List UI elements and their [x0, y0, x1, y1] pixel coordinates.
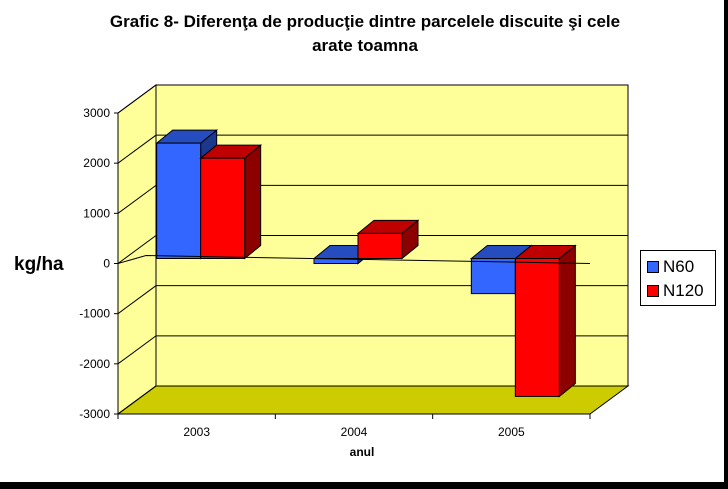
bar-n120-2005 — [514, 258, 560, 397]
y-tick-label: 0 — [103, 257, 110, 271]
y-tick-label: 2000 — [83, 156, 110, 170]
bar-side — [558, 244, 576, 398]
legend: N60 N120 — [640, 250, 716, 306]
bar-n120-2003 — [200, 157, 246, 260]
gridline — [117, 335, 628, 365]
gridline — [117, 184, 628, 214]
gridline — [117, 134, 628, 164]
legend-swatch-n120 — [647, 285, 659, 297]
gridline — [117, 235, 628, 264]
bar-side — [244, 144, 262, 260]
gridline — [117, 385, 628, 415]
legend-swatch-n60 — [647, 261, 659, 273]
bar-n60-2003 — [156, 142, 202, 259]
y-tick-label: 3000 — [83, 106, 110, 120]
bar-n60-2005 — [470, 258, 516, 295]
chart-title: Grafic 8- Diferenţa de producţie dintre … — [60, 10, 670, 58]
y-tick-label: -1000 — [79, 307, 110, 321]
x-tick-label: 2004 — [341, 425, 368, 439]
gridline — [117, 285, 628, 315]
x-axis-label: anul — [349, 445, 375, 459]
y-axis-label: kg/ha — [14, 254, 64, 275]
bar-n120-2004 — [357, 232, 403, 260]
y-tick-label: -2000 — [79, 357, 110, 371]
legend-label-n60: N60 — [663, 257, 695, 276]
legend-label-n120: N120 — [663, 281, 704, 300]
legend-item-n60: N60 — [647, 257, 694, 277]
zero-line — [117, 254, 591, 264]
chart-title-line-1: Grafic 8- Diferenţa de producţie dintre … — [109, 12, 621, 31]
x-tick-label: 2005 — [498, 425, 525, 439]
y-tick-label: 1000 — [83, 206, 110, 220]
y-tick-label: -3000 — [79, 407, 110, 421]
chart-title-line-2: arate toamna — [312, 36, 418, 55]
x-tick-label: 2003 — [183, 425, 210, 439]
legend-item-n120: N120 — [647, 281, 704, 301]
gridline — [117, 84, 628, 114]
